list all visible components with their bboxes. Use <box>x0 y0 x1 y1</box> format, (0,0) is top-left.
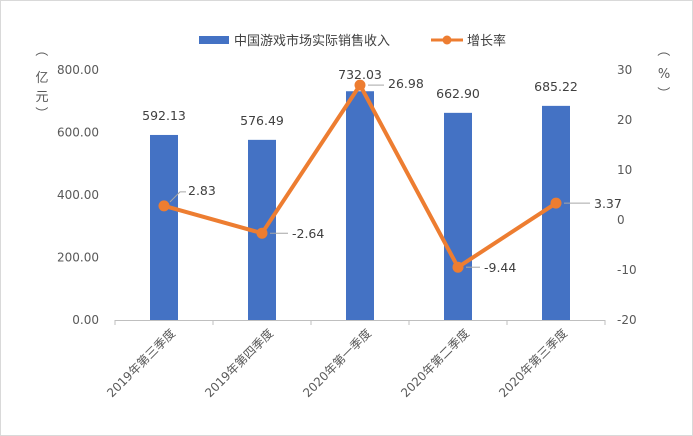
right-axis-unit-char: ） <box>655 86 670 99</box>
growth-value-label: 3.37 <box>594 196 622 211</box>
revenue-bar <box>150 134 178 320</box>
left-axis-unit-char: 亿 <box>35 71 48 86</box>
left-axis-tick: 800.00 <box>57 63 99 77</box>
growth-marker <box>256 227 268 239</box>
revenue-value-label: 592.13 <box>142 108 186 123</box>
revenue-value-label: 576.49 <box>240 113 284 128</box>
revenue-value-label: 685.22 <box>534 79 578 94</box>
left-axis-unit-char: ） <box>33 106 48 119</box>
right-axis-tick: 0 <box>617 213 625 227</box>
left-axis-unit-char: （ <box>33 43 48 56</box>
legend-bar-swatch <box>199 36 229 44</box>
left-axis-tick: 200.00 <box>57 251 99 265</box>
right-axis-tick: 10 <box>617 163 632 177</box>
growth-marker <box>158 200 170 212</box>
x-axis-category-label: 2020年第一季度 <box>299 326 374 401</box>
left-axis-unit-char: 元 <box>35 90 48 105</box>
left-axis-tick: 400.00 <box>57 188 99 202</box>
x-axis-category-label: 2020年第二季度 <box>397 326 472 401</box>
x-axis-category-label: 2019年第三季度 <box>103 326 178 401</box>
growth-value-label: -2.64 <box>292 226 324 241</box>
revenue-bar <box>346 91 374 320</box>
legend-line-marker <box>442 35 452 45</box>
left-axis-tick: 600.00 <box>57 126 99 140</box>
left-axis-tick: 0.00 <box>72 313 99 327</box>
growth-value-label: 2.83 <box>188 183 216 198</box>
x-axis-category-label: 2019年第四季度 <box>201 326 276 401</box>
right-axis-tick: 20 <box>617 113 632 127</box>
growth-marker <box>452 261 464 273</box>
right-axis-tick: -10 <box>617 263 637 277</box>
growth-marker <box>550 197 562 209</box>
right-axis-tick: -20 <box>617 313 637 327</box>
revenue-value-label: 732.03 <box>338 67 382 82</box>
revenue-bar <box>444 112 472 320</box>
legend-label-revenue: 中国游戏市场实际销售收入 <box>234 33 390 49</box>
growth-label-leader <box>169 191 186 203</box>
right-axis-tick: 30 <box>617 63 632 77</box>
right-axis-unit-char: （ <box>655 43 670 56</box>
growth-value-label: 26.98 <box>388 76 424 91</box>
x-axis-category-label: 2020年第三季度 <box>495 326 570 401</box>
growth-value-label: -9.44 <box>484 260 516 275</box>
revenue-value-label: 662.90 <box>436 86 480 101</box>
right-axis-unit-char: % <box>658 67 670 82</box>
revenue-bar <box>542 105 570 321</box>
legend-label-growth: 增长率 <box>467 33 506 49</box>
growth-marker <box>354 79 366 91</box>
